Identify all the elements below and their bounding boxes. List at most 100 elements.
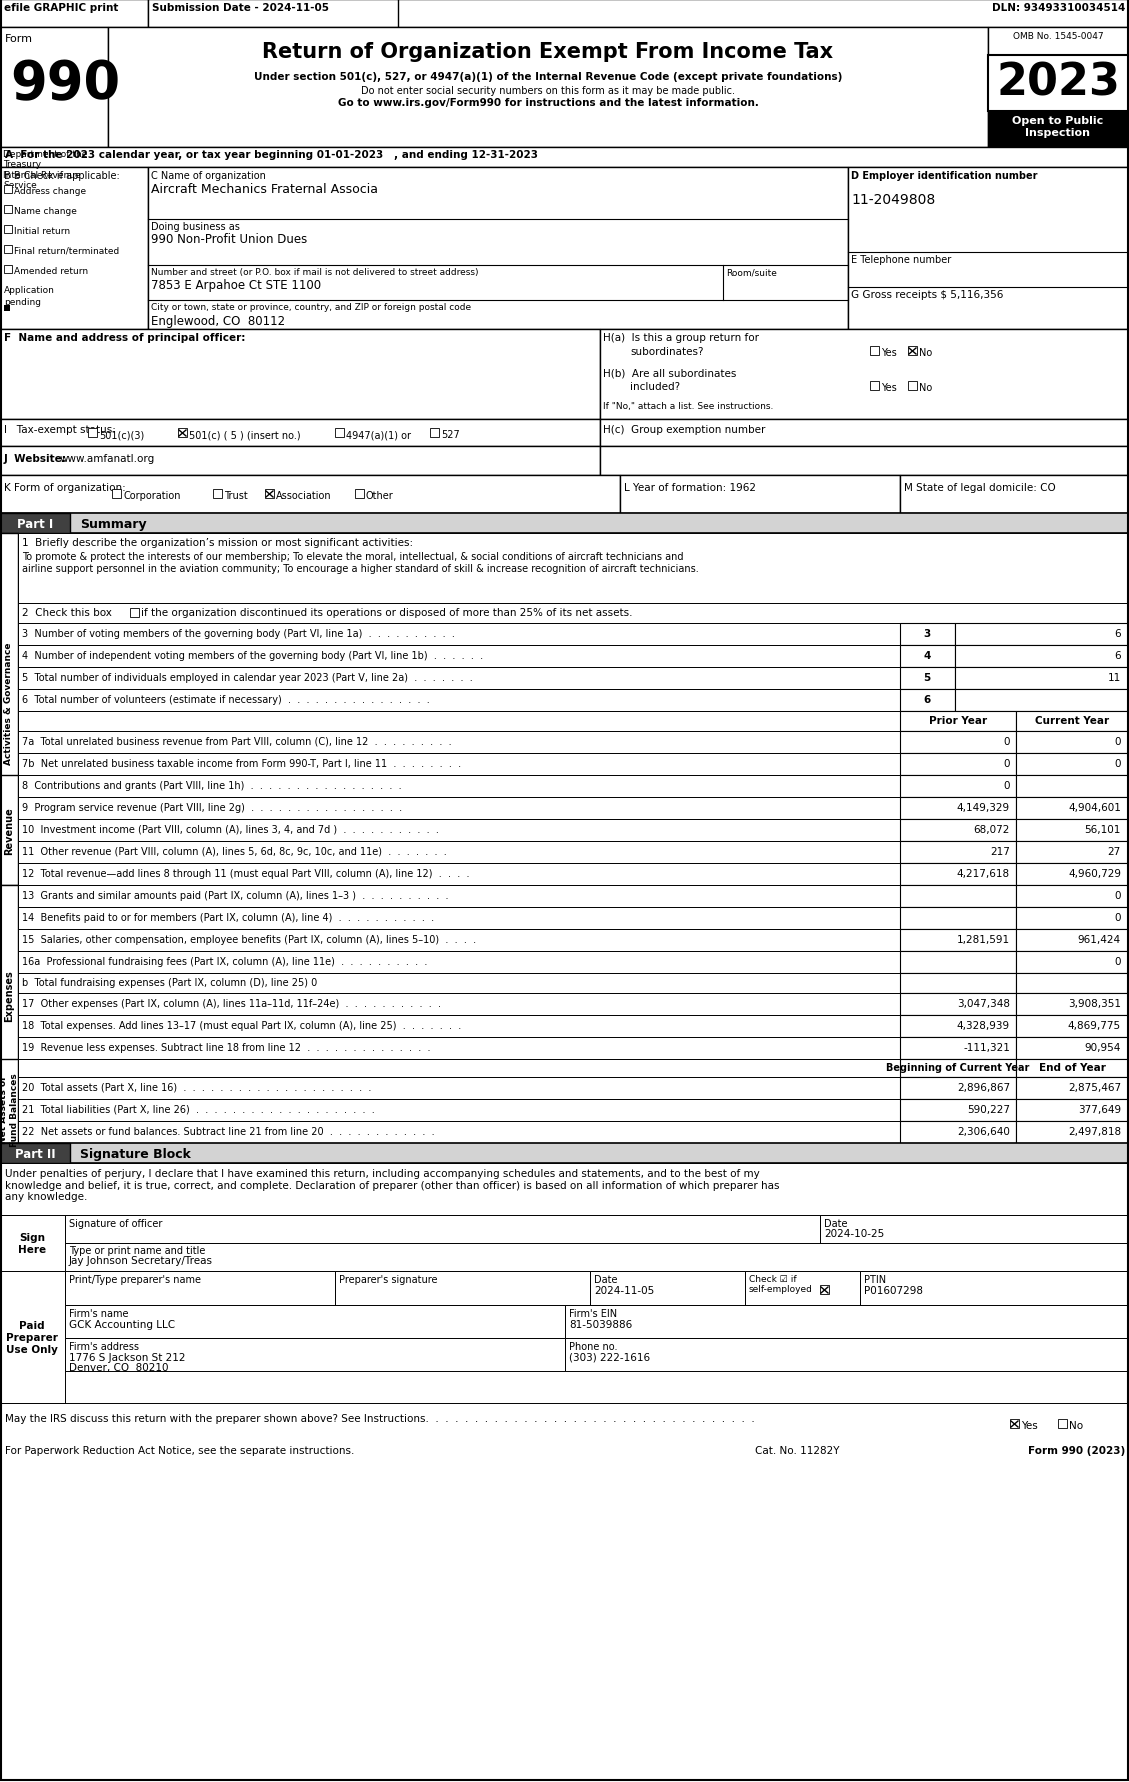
Text: Phone no.: Phone no. (569, 1342, 618, 1351)
Text: End of Year: End of Year (1039, 1062, 1105, 1073)
Text: I   Tax-exempt status:: I Tax-exempt status: (5, 424, 116, 435)
Text: Denver, CO  80210: Denver, CO 80210 (69, 1361, 168, 1372)
Text: 990 Non-Profit Union Dues: 990 Non-Profit Union Dues (151, 233, 307, 246)
Text: 5: 5 (924, 672, 930, 683)
Bar (900, 993, 1016, 1016)
Text: M State of legal domicile: CO: M State of legal domicile: CO (904, 483, 1056, 494)
Text: 2023: 2023 (996, 62, 1120, 105)
Text: 18  Total expenses. Add lines 13–17 (must equal Part IX, column (A), line 25)  .: 18 Total expenses. Add lines 13–17 (must… (21, 1021, 462, 1030)
Bar (870, 381, 879, 390)
Text: To promote & protect the interests of our membership; To elevate the moral, inte: To promote & protect the interests of ou… (21, 552, 683, 561)
Text: 3,908,351: 3,908,351 (1068, 998, 1121, 1009)
Bar (18, 952, 900, 973)
Bar (1016, 1037, 1129, 1060)
Text: 1  Briefly describe the organization’s mission or most significant activities:: 1 Briefly describe the organization’s mi… (21, 538, 413, 547)
Text: Application: Application (5, 285, 55, 294)
Bar (213, 490, 222, 499)
Bar (0, 168, 148, 330)
Bar (0, 1144, 70, 1164)
Bar (1058, 1418, 1067, 1427)
Text: Date: Date (594, 1274, 618, 1285)
Bar (5, 266, 12, 274)
Bar (955, 645, 1129, 668)
Text: No: No (919, 383, 933, 392)
Text: 5  Total number of individuals employed in calendar year 2023 (Part V, line 2a) : 5 Total number of individuals employed i… (21, 672, 473, 683)
Bar (1016, 886, 1129, 907)
Bar (5, 207, 12, 214)
Bar (18, 886, 900, 907)
Text: 4,869,775: 4,869,775 (1068, 1021, 1121, 1030)
Text: efile GRAPHIC print: efile GRAPHIC print (5, 4, 119, 12)
Text: Firm's EIN: Firm's EIN (569, 1308, 618, 1319)
Text: K Form of organization:: K Form of organization: (5, 483, 125, 494)
Text: Yes: Yes (881, 347, 896, 358)
Text: 2,896,867: 2,896,867 (957, 1082, 1010, 1092)
Text: D Employer identification number: D Employer identification number (851, 171, 1038, 182)
Bar (65, 1304, 564, 1338)
Bar (820, 1215, 1129, 1244)
Text: 0: 0 (1114, 891, 1121, 900)
Bar (988, 112, 1129, 148)
Bar (18, 907, 900, 930)
Text: Beginning of Current Year: Beginning of Current Year (886, 1062, 1030, 1073)
Text: Jay Johnson Secretary/Treas: Jay Johnson Secretary/Treas (69, 1255, 213, 1265)
Text: Signature Block: Signature Block (80, 1148, 191, 1160)
Text: (303) 222-1616: (303) 222-1616 (569, 1353, 650, 1361)
Bar (130, 609, 139, 618)
Bar (1016, 798, 1129, 820)
Text: Form 990 (2023): Form 990 (2023) (1027, 1445, 1124, 1456)
Bar (0, 533, 18, 873)
Text: No: No (919, 347, 933, 358)
Text: Corporation: Corporation (123, 490, 181, 501)
Text: Signature of officer: Signature of officer (69, 1219, 163, 1228)
Bar (18, 1060, 900, 1078)
Text: subordinates?: subordinates? (630, 347, 703, 356)
Text: Submission Date - 2024-11-05: Submission Date - 2024-11-05 (152, 4, 329, 12)
Text: Preparer's signature: Preparer's signature (339, 1274, 438, 1285)
Bar (18, 711, 900, 732)
Bar (1016, 754, 1129, 775)
Bar (18, 604, 1129, 624)
Bar (1016, 1016, 1129, 1037)
Bar (18, 820, 900, 841)
Text: 7853 E Arpahoe Ct STE 1100: 7853 E Arpahoe Ct STE 1100 (151, 278, 321, 292)
Bar (870, 347, 879, 356)
Text: Yes: Yes (881, 383, 896, 392)
Text: b  Total fundraising expenses (Part IX, column (D), line 25) 0: b Total fundraising expenses (Part IX, c… (21, 978, 317, 987)
Text: 14  Benefits paid to or for members (Part IX, column (A), line 4)  .  .  .  .  .: 14 Benefits paid to or for members (Part… (21, 912, 435, 923)
Bar (1016, 973, 1129, 993)
Text: May the IRS discuss this return with the preparer shown above? See Instructions.: May the IRS discuss this return with the… (5, 1413, 755, 1424)
Bar (0, 1060, 18, 1160)
Text: Open to Public
Inspection: Open to Public Inspection (1013, 116, 1104, 137)
Bar (900, 754, 1016, 775)
Bar (599, 421, 1129, 447)
Text: 990: 990 (10, 59, 120, 110)
Text: 377,649: 377,649 (1078, 1105, 1121, 1114)
Bar (148, 0, 399, 29)
Text: 15  Salaries, other compensation, employee benefits (Part IX, column (A), lines : 15 Salaries, other compensation, employe… (21, 934, 476, 944)
Text: OMB No. 1545-0047: OMB No. 1545-0047 (1013, 32, 1103, 41)
Text: 68,072: 68,072 (973, 825, 1010, 834)
Bar (178, 429, 187, 438)
Bar (18, 668, 900, 690)
Bar (900, 624, 955, 645)
Text: 20  Total assets (Part X, line 16)  .  .  .  .  .  .  .  .  .  .  .  .  .  .  . : 20 Total assets (Part X, line 16) . . . … (21, 1082, 371, 1092)
Bar (65, 1244, 1129, 1271)
Bar (18, 930, 900, 952)
Text: Date: Date (824, 1219, 848, 1228)
Bar (18, 864, 900, 886)
Bar (0, 513, 70, 533)
Text: Prior Year: Prior Year (929, 716, 987, 725)
Text: 0: 0 (1114, 736, 1121, 747)
Bar (65, 1338, 564, 1370)
Text: 7a  Total unrelated business revenue from Part VIII, column (C), line 12  .  .  : 7a Total unrelated business revenue from… (21, 736, 452, 747)
Bar (0, 775, 18, 886)
Text: 961,424: 961,424 (1078, 934, 1121, 944)
Text: 4,149,329: 4,149,329 (957, 802, 1010, 813)
Bar (860, 1271, 1129, 1304)
Bar (564, 1338, 1129, 1370)
Text: Form: Form (5, 34, 33, 45)
Text: 11-2049808: 11-2049808 (851, 192, 935, 207)
Bar (18, 841, 900, 864)
Bar (955, 668, 1129, 690)
